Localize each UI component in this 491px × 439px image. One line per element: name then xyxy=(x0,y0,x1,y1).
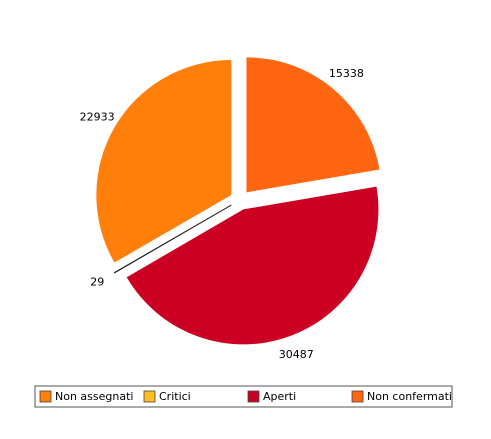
data-label: 22933 xyxy=(80,111,115,124)
data-label: 30487 xyxy=(279,348,314,361)
pie-slice xyxy=(126,186,379,345)
legend xyxy=(34,385,453,408)
legend-label: Non assegnati xyxy=(55,390,133,403)
data-label: 29 xyxy=(90,276,104,289)
legend-label: Aperti xyxy=(263,390,296,403)
legend-label: Critici xyxy=(159,390,191,403)
data-label: 15338 xyxy=(329,67,364,80)
legend-swatch xyxy=(39,390,52,403)
legend-label: Non confermati xyxy=(367,390,452,403)
pie-slice xyxy=(96,60,232,263)
pie-slice xyxy=(246,57,380,193)
legend-swatch xyxy=(143,390,156,403)
legend-swatch xyxy=(351,390,364,403)
pie-slice xyxy=(113,204,232,274)
legend-swatch xyxy=(247,390,260,403)
